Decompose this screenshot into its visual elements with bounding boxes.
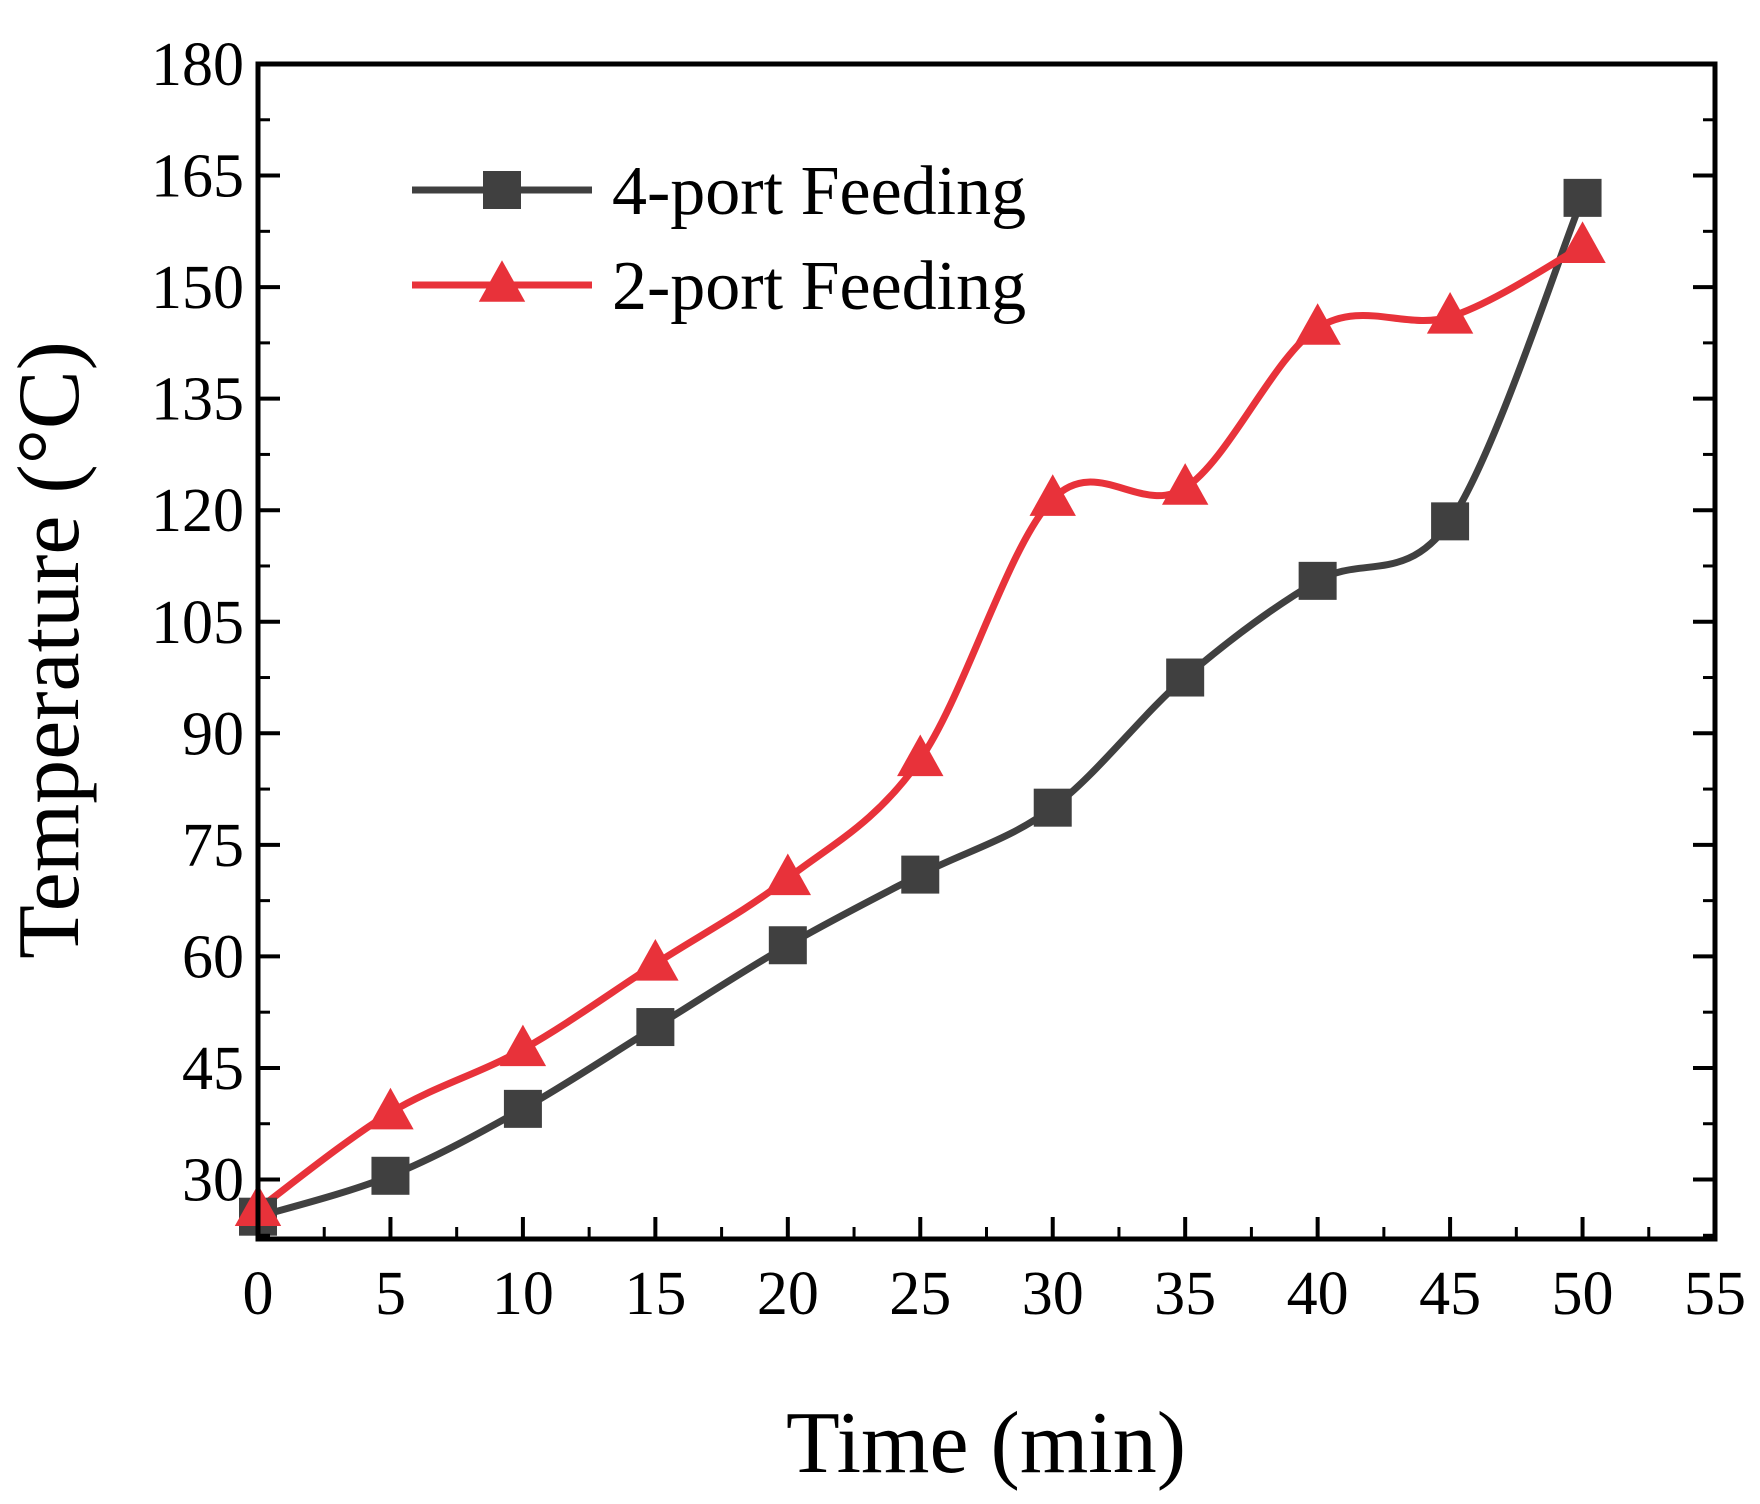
data-point-4-port [1431,502,1470,541]
data-point-2-port [499,1024,547,1067]
series-line-2-port [254,242,1587,1213]
data-point-2-port [1029,474,1076,516]
x-axis-title: Time (min) [786,1395,1186,1492]
x-tick-label: 0 [243,1260,274,1328]
data-point-4-port [901,855,940,894]
data-point-2-port [1161,463,1209,505]
data-point-4-port [636,1008,675,1047]
y-tick-label: 75 [182,812,244,880]
legend: 4-port Feeding 2-port Feeding [412,153,1026,325]
data-point-4-port [371,1156,410,1195]
y-tick-label: 135 [151,366,244,434]
legend-marker [483,171,521,209]
y-tick-label: 180 [151,31,244,99]
series-line-4-port [254,194,1587,1221]
plot-frame [255,61,1718,1242]
data-point-4-port [1033,788,1072,827]
y-tick-label: 60 [182,923,244,991]
y-tick-label: 165 [151,143,244,211]
series-markers [234,178,1606,1236]
data-point-4-port [1166,658,1205,697]
y-axis: 30 45 60 75 90 105 120 135 150 165 180 [151,31,1715,1237]
x-tick-label: 35 [1154,1260,1216,1328]
data-point-2-port [632,939,679,981]
y-tick-label: 105 [151,589,244,657]
y-tick-label: 45 [182,1035,244,1103]
data-point-4-port [768,926,807,965]
data-point-2-port [1426,292,1474,334]
data-point-2-port [1559,221,1606,263]
x-tick-label: 5 [375,1260,406,1328]
legend-label: 2-port Feeding [612,248,1026,325]
x-tick-label: 25 [889,1260,951,1328]
x-tick-label: 55 [1684,1260,1746,1328]
y-tick-label: 90 [182,700,244,768]
data-point-2-port [897,734,944,777]
legend-marker [478,260,526,302]
data-point-2-port [1294,303,1341,345]
y-tick-label: 120 [151,477,244,545]
data-point-2-port [764,853,812,896]
data-point-4-port [503,1089,542,1128]
y-axis-title: Temperature (°C) [1,341,98,959]
y-tick-label: 150 [151,254,244,322]
y-tick-label: 30 [182,1147,244,1215]
x-tick-label: 40 [1287,1260,1349,1328]
legend-label: 4-port Feeding [612,153,1026,230]
x-axis: 0 5 10 15 20 25 30 35 40 45 50 55 [243,1217,1746,1328]
data-point-4-port [1563,178,1602,217]
x-tick-label: 20 [757,1260,819,1328]
data-point-4-port [1298,561,1337,600]
x-tick-label: 30 [1022,1260,1084,1328]
x-tick-label: 50 [1552,1260,1614,1328]
x-tick-label: 10 [492,1260,554,1328]
x-tick-label: 15 [624,1260,686,1328]
data-point-2-port [367,1087,414,1130]
series-lines [254,194,1587,1221]
x-tick-label: 45 [1419,1260,1481,1328]
